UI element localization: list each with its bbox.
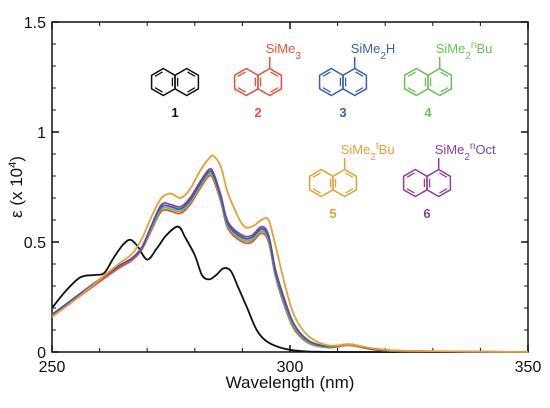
compound-number: 1 xyxy=(171,105,178,120)
double-bond xyxy=(406,172,415,178)
naphthalene-ring xyxy=(427,67,453,97)
double-bond xyxy=(345,172,354,178)
double-bond xyxy=(237,87,246,93)
molecule-1: 1 xyxy=(150,67,200,120)
molecule-5: SiMe2tBu 5 xyxy=(308,141,395,221)
x-tick-label: 300 xyxy=(277,359,304,376)
series-line-5 xyxy=(51,154,529,353)
naphthalene-ring xyxy=(233,67,259,97)
naphthalene-ring xyxy=(426,168,452,198)
double-bond xyxy=(322,87,331,93)
y-axis-title-exponent: 4 xyxy=(7,162,19,168)
substituent-label: SiMe2tBu xyxy=(341,141,395,163)
molecule-structures: 1 SiMe3 2 SiMe2H 3 SiMe2nBu 4 SiMe2tBu 5 SiMe2nOc… xyxy=(150,40,496,221)
molecule-2: SiMe3 2 xyxy=(233,41,302,120)
molecule-6: SiMe2nOct 6 xyxy=(402,141,496,221)
y-axis-title-tail: ) xyxy=(7,156,26,162)
double-bond xyxy=(440,71,449,77)
double-bond xyxy=(407,87,416,93)
y-tick-label: 1.5 xyxy=(24,15,46,32)
double-bond xyxy=(154,71,163,77)
compound-number: 3 xyxy=(339,105,346,120)
double-bond xyxy=(270,71,279,77)
double-bond xyxy=(355,71,364,77)
substituent-label: SiMe2nOct xyxy=(435,141,496,163)
double-bond xyxy=(345,188,354,194)
y-axis-title-main: ε (x 10 xyxy=(7,168,26,218)
compound-number: 2 xyxy=(254,105,261,120)
naphthalene-ring xyxy=(257,67,283,97)
y-tick-label: 1 xyxy=(37,125,46,142)
double-bond xyxy=(439,188,448,194)
x-axis-title: Wavelength (nm) xyxy=(226,373,355,392)
substituent-label: SiMe2nBu xyxy=(436,40,493,62)
series-layer xyxy=(51,154,529,353)
compound-number: 6 xyxy=(423,206,430,221)
double-bond xyxy=(439,172,448,178)
double-bond xyxy=(407,71,416,77)
double-bond xyxy=(322,71,331,77)
double-bond xyxy=(312,172,321,178)
naphthalene-ring xyxy=(402,168,428,198)
y-axis: 0 0.5 1 1.5 xyxy=(24,15,528,362)
svg-text:ε (x 104): ε (x 104) xyxy=(7,156,26,218)
naphthalene-ring xyxy=(318,67,344,97)
double-bond xyxy=(187,87,196,93)
double-bond xyxy=(187,71,196,77)
y-axis-title: ε (x 104) xyxy=(7,156,26,218)
naphthalene-ring xyxy=(150,67,176,97)
naphthalene-ring xyxy=(342,67,368,97)
double-bond xyxy=(237,71,246,77)
molecule-4: SiMe2nBu 4 xyxy=(403,40,493,120)
y-tick-label: 0.5 xyxy=(24,235,46,252)
double-bond xyxy=(406,188,415,194)
x-tick-label: 350 xyxy=(515,359,542,376)
naphthalene-ring xyxy=(174,67,200,97)
double-bond xyxy=(440,87,449,93)
double-bond xyxy=(312,188,321,194)
double-bond xyxy=(270,87,279,93)
compound-number: 4 xyxy=(424,105,432,120)
naphthalene-ring xyxy=(332,168,358,198)
y-tick-label: 0 xyxy=(37,345,46,362)
naphthalene-ring xyxy=(403,67,429,97)
x-tick-label: 250 xyxy=(39,359,66,376)
double-bond xyxy=(355,87,364,93)
substituent-label: SiMe2H xyxy=(351,41,396,62)
molecule-3: SiMe2H 3 xyxy=(318,41,396,120)
substituent-label: SiMe3 xyxy=(266,41,302,62)
naphthalene-ring xyxy=(308,168,334,198)
double-bond xyxy=(154,87,163,93)
compound-number: 5 xyxy=(329,206,336,221)
series-line-1 xyxy=(51,225,529,353)
